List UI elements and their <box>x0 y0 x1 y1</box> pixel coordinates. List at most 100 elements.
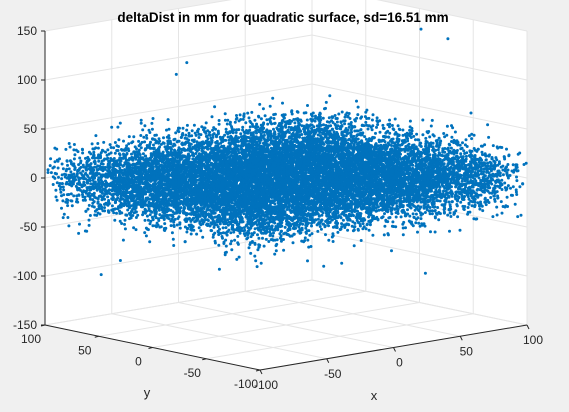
data-point <box>112 146 116 150</box>
data-point <box>223 112 227 116</box>
data-point <box>131 214 135 217</box>
data-point <box>195 140 199 144</box>
data-point <box>327 224 330 228</box>
data-point <box>118 205 122 209</box>
data-point <box>221 236 224 240</box>
x-tick-mark <box>393 347 396 352</box>
y-tick-mark <box>94 335 99 338</box>
data-point <box>110 125 114 129</box>
data-point <box>252 231 256 235</box>
data-point <box>401 133 405 137</box>
data-point <box>185 230 189 234</box>
data-point <box>66 216 70 219</box>
data-point <box>401 226 405 230</box>
data-point <box>376 123 380 127</box>
data-point <box>59 190 63 194</box>
data-point <box>307 245 311 249</box>
grid-line <box>311 34 528 81</box>
data-point <box>253 254 257 258</box>
data-point <box>448 229 451 233</box>
data-point <box>49 157 53 161</box>
data-point <box>74 184 78 188</box>
data-point <box>88 188 92 192</box>
data-point <box>383 212 386 216</box>
data-point <box>81 151 85 155</box>
data-point <box>378 130 382 134</box>
data-point <box>134 157 138 161</box>
grid-line <box>44 230 313 277</box>
data-point <box>113 151 117 155</box>
data-point <box>167 127 171 131</box>
data-point <box>201 235 205 239</box>
data-point <box>72 157 76 161</box>
data-point <box>506 184 510 188</box>
data-point <box>225 233 229 237</box>
grid-line <box>206 313 474 360</box>
data-point <box>382 233 386 237</box>
data-point <box>423 211 427 214</box>
data-point <box>103 190 107 194</box>
data-point <box>293 121 297 125</box>
data-point <box>224 226 228 230</box>
data-point <box>430 212 434 216</box>
data-point <box>338 228 342 232</box>
data-point <box>416 230 419 234</box>
data-point <box>428 206 432 209</box>
data-point <box>90 142 94 146</box>
data-point <box>322 264 326 268</box>
data-point <box>417 221 421 225</box>
data-point <box>217 122 221 126</box>
data-point <box>448 211 452 215</box>
data-point <box>61 199 65 203</box>
data-point <box>211 128 215 132</box>
data-point <box>363 135 367 139</box>
data-point <box>428 135 432 139</box>
data-point <box>61 167 65 171</box>
data-point <box>515 193 519 196</box>
x-tick-mark <box>526 324 530 330</box>
data-point <box>367 215 371 219</box>
data-point <box>442 132 446 135</box>
data-point <box>472 147 476 150</box>
data-point <box>110 204 114 208</box>
data-point <box>515 175 518 179</box>
data-point <box>150 127 154 131</box>
data-point <box>458 143 462 147</box>
data-point <box>352 244 356 248</box>
data-point <box>458 228 462 232</box>
data-point <box>470 157 474 161</box>
data-point <box>96 146 100 150</box>
data-point <box>429 124 433 128</box>
data-point <box>49 171 53 175</box>
data-point <box>92 150 96 154</box>
data-point <box>250 110 254 114</box>
data-point <box>88 214 92 217</box>
data-point <box>174 131 178 135</box>
grid-line <box>311 83 528 130</box>
data-point <box>157 219 161 222</box>
data-point <box>272 231 275 235</box>
data-point <box>481 153 484 157</box>
data-point <box>80 147 84 151</box>
x-tick-mark <box>326 358 330 363</box>
data-point <box>433 230 437 234</box>
data-point <box>479 200 482 204</box>
data-point <box>143 200 147 204</box>
data-point <box>84 156 87 160</box>
y-tick-mark <box>255 369 261 372</box>
data-point <box>481 209 485 213</box>
axis-lines <box>40 30 530 375</box>
scatter-points <box>46 27 528 277</box>
data-point <box>227 138 231 142</box>
data-point <box>113 218 117 222</box>
data-point <box>123 218 127 222</box>
data-point <box>343 115 347 119</box>
data-point <box>92 191 96 195</box>
data-point <box>228 122 232 126</box>
data-point <box>96 197 100 201</box>
data-point <box>459 200 463 204</box>
data-point <box>462 149 466 153</box>
data-point <box>88 197 92 201</box>
data-point <box>347 125 351 129</box>
